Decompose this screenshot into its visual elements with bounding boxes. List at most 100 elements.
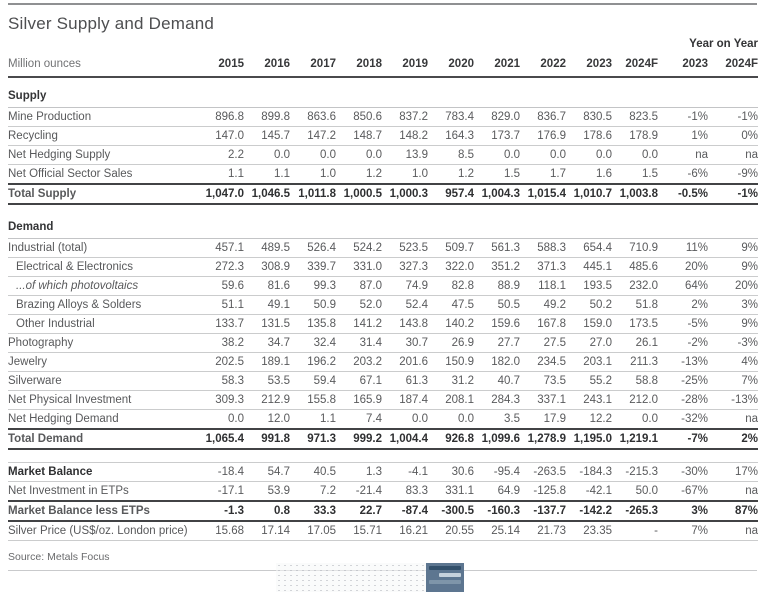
cell-value: 710.9 — [629, 242, 658, 254]
section-spacer — [8, 449, 758, 462]
cell-value: 22.7 — [359, 504, 382, 517]
cell-value: 0.0 — [228, 413, 244, 425]
cell-value: 926.8 — [445, 433, 474, 445]
cell-value: 202.5 — [215, 356, 244, 368]
cell-value: 173.7 — [491, 130, 520, 142]
cell-value: 523.5 — [399, 242, 428, 254]
cell-value: 308.9 — [261, 261, 290, 273]
cell-value: 331.1 — [445, 484, 474, 497]
cell-value: 33.3 — [313, 504, 336, 517]
column-header: 2021 — [494, 58, 520, 70]
cell-value: 26.1 — [635, 337, 658, 349]
cell-value: 147.0 — [215, 130, 244, 142]
cell-value: 0.0 — [412, 413, 428, 425]
cell-yoy: na — [745, 484, 758, 497]
cell-value: 991.8 — [261, 433, 290, 445]
cell-value: 15.68 — [215, 524, 244, 537]
table-row: Brazing Alloys & Solders 51.1 49.1 50.9 52.0… — [8, 296, 758, 315]
cell-yoy: 2% — [741, 433, 758, 445]
cell-yoy: 0% — [741, 130, 758, 142]
cell-value: 58.8 — [635, 375, 658, 387]
chart-thumbnail — [276, 563, 464, 592]
cell-value: 31.4 — [359, 337, 382, 349]
row-label: Industrial (total) — [8, 242, 88, 254]
cell-value: -142.2 — [579, 504, 612, 517]
cell-value: 150.9 — [445, 356, 474, 368]
cell-value: 30.6 — [451, 465, 474, 478]
row-label: Market Balance less ETPs — [8, 504, 150, 517]
cell-value: 863.6 — [307, 111, 336, 123]
cell-value: -160.3 — [487, 504, 520, 517]
cell-value: 12.2 — [589, 413, 612, 425]
cell-value: 27.7 — [497, 337, 520, 349]
yoy-label: Year on Year — [689, 38, 758, 50]
column-header: 2022 — [540, 58, 566, 70]
cell-value: 49.2 — [543, 299, 566, 311]
cell-value: 148.7 — [353, 130, 382, 142]
cell-value: 61.3 — [405, 375, 428, 387]
cell-value: 17.9 — [543, 413, 566, 425]
cell-value: 337.1 — [537, 394, 566, 406]
cell-value: 38.2 — [221, 337, 244, 349]
yoy-label-row: Year on Year — [8, 36, 758, 53]
table-row: Recycling 147.0 145.7 147.2 148.7 148.2 164.3 1… — [8, 127, 758, 146]
cell-yoy: 4% — [741, 356, 758, 368]
row-label: ...of which photovoltaics — [16, 280, 139, 292]
section-header: Supply — [8, 90, 47, 102]
cell-value: 1.5 — [504, 168, 520, 180]
cell-value: -215.3 — [625, 465, 658, 478]
cell-value: 31.2 — [451, 375, 474, 387]
cell-value: -18.4 — [217, 465, 244, 478]
cell-value: 47.5 — [451, 299, 474, 311]
cell-value: 1,004.3 — [481, 188, 520, 200]
cell-value: 850.6 — [353, 111, 382, 123]
cell-value: 489.5 — [261, 242, 290, 254]
cell-yoy: 20% — [734, 280, 758, 292]
row-label: Photography — [8, 337, 74, 349]
cell-value: 1,011.8 — [298, 188, 336, 200]
cell-yoy: -13% — [681, 356, 708, 368]
column-header: 2024F — [725, 58, 758, 70]
cell-value: 1.0 — [320, 168, 336, 180]
cell-yoy: 1% — [691, 130, 708, 142]
cell-yoy: 3% — [691, 504, 708, 517]
cell-value: 50.2 — [589, 299, 612, 311]
cell-value: 208.1 — [445, 394, 474, 406]
source-note: Source: Metals Focus — [8, 550, 110, 563]
cell-value: 40.7 — [497, 375, 520, 387]
cell-value: 187.4 — [399, 394, 428, 406]
cell-value: 837.2 — [399, 111, 428, 123]
cell-value: 13.9 — [405, 149, 428, 161]
cell-value: 829.0 — [491, 111, 520, 123]
cell-value: 145.7 — [261, 130, 290, 142]
cell-value: 50.9 — [313, 299, 336, 311]
cell-value: 524.2 — [353, 242, 382, 254]
column-header: 2023 — [682, 58, 708, 70]
cell-value: -4.1 — [408, 465, 428, 478]
cell-value: 50.0 — [635, 484, 658, 497]
cell-value: 0.0 — [366, 149, 382, 161]
cell-value: -263.5 — [533, 465, 566, 478]
cell-value: 131.5 — [261, 318, 290, 330]
column-header: 2018 — [356, 58, 382, 70]
cell-value: 243.1 — [583, 394, 612, 406]
cell-value: 896.8 — [215, 111, 244, 123]
cell-value: 23.35 — [583, 524, 612, 537]
cell-value: 40.5 — [313, 465, 336, 478]
cell-value: 26.9 — [451, 337, 474, 349]
row-label: Jewelry — [8, 356, 47, 368]
cell-yoy: -9% — [737, 168, 758, 180]
cell-value: 54.7 — [267, 465, 290, 478]
section-header-row: Supply — [8, 86, 758, 108]
cell-value: 1.1 — [320, 413, 336, 425]
cell-value: 73.5 — [543, 375, 566, 387]
table-row: Total Supply 1,047.0 1,046.5 1,011.8 1,000.5… — [8, 184, 758, 204]
cell-value: 284.3 — [491, 394, 520, 406]
cell-value: 0.0 — [642, 149, 658, 161]
cell-value: -17.1 — [217, 484, 244, 497]
row-label: Mine Production — [8, 111, 92, 123]
cell-yoy: 7% — [741, 375, 758, 387]
cell-value: 21.73 — [537, 524, 566, 537]
cell-value: 830.5 — [583, 111, 612, 123]
cell-value: 196.2 — [307, 356, 336, 368]
